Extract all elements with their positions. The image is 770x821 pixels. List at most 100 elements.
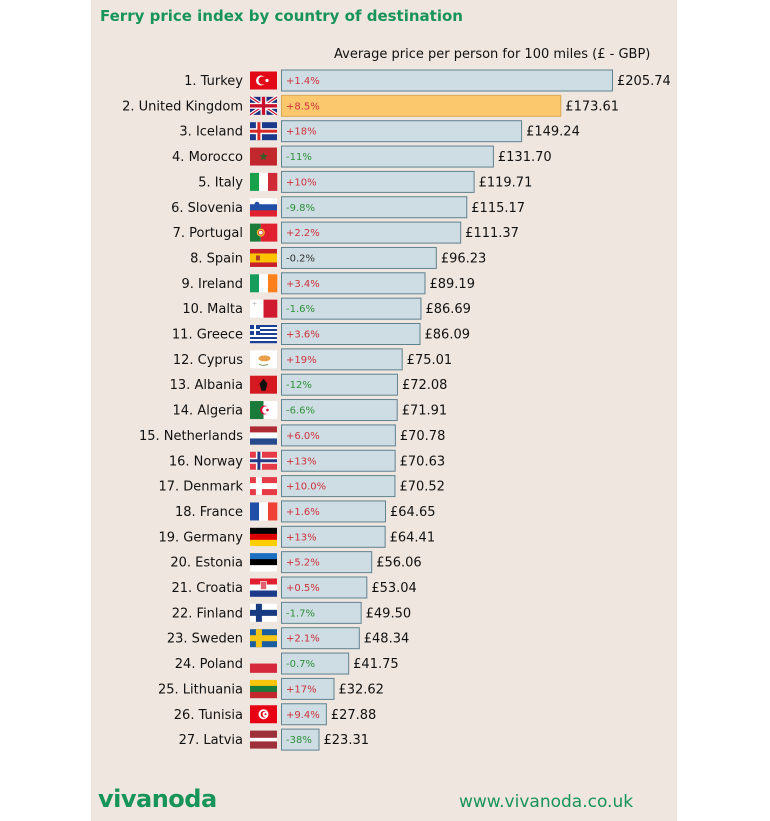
change-label: +3.6% [286,330,320,341]
bar-row-estonia: 20. Estonia +5.2% £56.06 [170,551,422,574]
bar-row-malta: 10. Malta + -1.6% £86.69 [182,297,471,320]
category-label: 10. Malta [182,302,243,317]
change-label: +2.2% [286,228,320,239]
flag-italy-icon [250,172,278,191]
category-label: 3. Iceland [179,125,243,140]
bar-row-france: 18. France +1.6% £64.65 [175,500,436,523]
bar-row-denmark: 17. Denmark +10.0% £70.52 [158,475,445,498]
category-label: 21. Croatia [171,581,243,596]
change-label: -38% [286,735,312,746]
bar [281,677,335,700]
value-label: £115.17 [471,201,525,216]
bar-row-iceland: 3. Iceland +18% £149.24 [179,120,580,143]
bar-row-poland: 24. Poland -0.7% £41.75 [175,652,399,675]
value-label: £75.01 [407,353,453,368]
bar [281,221,462,244]
category-label: 4. Morocco [172,150,243,165]
category-label: 22. Finland [172,606,243,621]
category-label: 19. Germany [158,530,243,545]
change-label: -0.7% [286,659,315,670]
value-label: £53.04 [371,581,417,596]
website-link[interactable]: www.vivanoda.co.uk [459,792,634,812]
bar-row-latvia: 27. Latvia -38% £23.31 [179,728,370,751]
change-label: -1.7% [286,608,315,619]
bar [281,449,396,472]
bar [281,69,613,92]
flag-iceland-icon [250,122,277,141]
category-label: 5. Italy [198,175,243,190]
value-label: £48.34 [364,632,410,647]
bar [281,601,362,624]
category-label: 13. Albania [170,378,243,393]
change-label: +13% [286,456,317,467]
bar [281,120,523,143]
bar-row-tunisia: 26. Tunisia +9.4% £27.88 [174,703,377,726]
flag-tunisia-icon [250,705,277,724]
value-label: £64.41 [390,530,436,545]
chart-panel: Ferry price index by country of destinat… [91,0,677,821]
bar-row-algeria: 14. Algeria -6.6% £71.91 [173,399,447,422]
bar [281,576,368,599]
value-label: £23.31 [324,733,370,748]
category-label: 20. Estonia [170,556,243,571]
category-label: 26. Tunisia [174,708,243,723]
change-label: +18% [286,127,317,138]
change-label: -1.6% [286,304,315,315]
flag-portugal-icon [250,223,278,242]
bar [281,297,422,320]
bar-row-spain: 8. Spain -0.2% £96.23 [190,246,486,269]
flag-estonia-icon [250,553,277,572]
bar [281,246,437,269]
bar-row-germany: 19. Germany +13% £64.41 [158,525,436,548]
change-label: +10.0% [286,482,326,493]
bar-chart: 1. Turkey +1.4% £205.74 2. United Kingdom +8… [122,69,671,751]
bar-row-norway: 16. Norway +13% £70.63 [169,449,445,472]
bar [281,373,398,396]
bar-row-italy: 5. Italy +10% £119.71 [198,170,532,193]
flag-greece-icon [250,325,277,344]
value-label: £49.50 [366,606,412,621]
bar [281,475,396,498]
change-label: +1.4% [286,76,320,87]
bar-row-ireland: 9. Ireland +3.4% £89.19 [182,272,475,295]
flag-slovenia-icon [250,198,277,217]
category-label: 7. Portugal [173,226,243,241]
bar [281,652,350,675]
value-label: £131.70 [498,150,552,165]
value-label: £86.69 [425,302,471,317]
change-label: +1.6% [286,507,320,518]
category-label: 24. Poland [175,657,243,672]
bar [281,525,386,548]
category-label: 9. Ireland [182,277,244,292]
change-label: +5.2% [286,558,320,569]
brand-logo: vivanoda [98,785,217,813]
flag-netherlands-icon [250,426,277,445]
bar [281,399,398,422]
value-label: £56.06 [376,556,422,571]
value-label: £72.08 [402,378,448,393]
change-label: +10% [286,177,317,188]
bar-row-uk: 2. United Kingdom +8.5% £173.61 [122,94,619,117]
bar-row-sweden: 23. Sweden +2.1% £48.34 [167,627,410,650]
value-label: £89.19 [429,277,475,292]
bar [281,323,421,345]
category-label: 14. Algeria [173,404,243,419]
category-label: 11. Greece [172,328,243,343]
category-label: 12. Cyprus [173,353,243,368]
chart-title: Ferry price index by country of destinat… [100,7,463,25]
category-label: 23. Sweden [167,632,243,647]
change-label: +8.5% [286,101,320,112]
flag-uk-icon [249,95,278,117]
bar [281,170,475,193]
change-label: -9.8% [286,203,315,214]
value-label: £27.88 [331,708,377,723]
category-label: 2. United Kingdom [122,99,243,114]
value-label: £64.65 [390,505,436,520]
flag-albania-icon [250,375,277,394]
change-label: -0.2% [286,253,315,264]
flag-france-icon [250,502,278,521]
category-label: 15. Netherlands [139,429,243,444]
bar [281,424,396,447]
category-label: 8. Spain [190,251,243,266]
flag-algeria-icon [250,401,278,420]
